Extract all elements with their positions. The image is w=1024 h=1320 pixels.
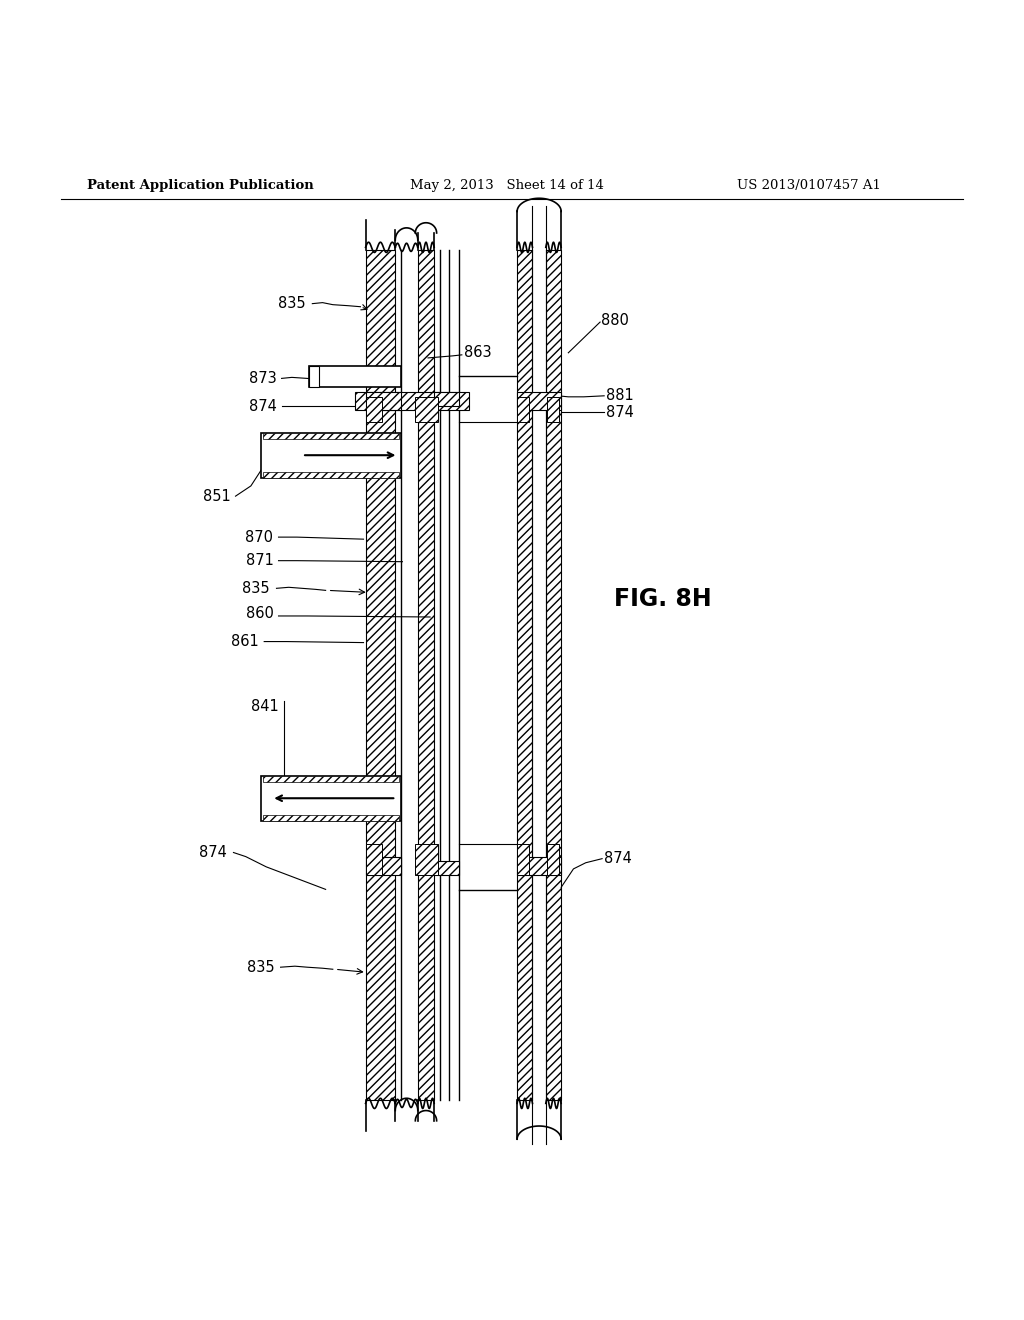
Text: 835: 835 xyxy=(242,581,269,595)
Bar xyxy=(517,397,529,422)
Text: 874: 874 xyxy=(249,399,276,413)
Text: 861: 861 xyxy=(231,634,259,649)
Bar xyxy=(546,251,561,1101)
Bar xyxy=(547,845,559,875)
Bar xyxy=(366,845,382,875)
Bar xyxy=(547,397,559,422)
Bar xyxy=(355,392,469,411)
Text: FIG. 8H: FIG. 8H xyxy=(614,586,712,611)
Bar xyxy=(415,397,437,422)
Bar xyxy=(366,392,401,411)
Bar xyxy=(263,814,399,821)
Text: 863: 863 xyxy=(464,346,492,360)
Text: 871: 871 xyxy=(246,553,273,568)
Bar xyxy=(366,251,395,1101)
Text: 874: 874 xyxy=(200,845,227,861)
Text: 874: 874 xyxy=(606,405,634,420)
Bar xyxy=(517,857,561,875)
Text: 881: 881 xyxy=(606,388,634,404)
Bar xyxy=(261,776,401,821)
Text: 841: 841 xyxy=(251,698,279,714)
Bar xyxy=(415,845,437,875)
Bar xyxy=(517,392,561,411)
Text: US 2013/0107457 A1: US 2013/0107457 A1 xyxy=(737,180,882,191)
Text: 835: 835 xyxy=(247,960,274,974)
Text: 860: 860 xyxy=(246,606,273,622)
Bar xyxy=(263,471,399,478)
Bar xyxy=(434,392,459,407)
Bar xyxy=(261,433,401,478)
Bar xyxy=(517,845,529,875)
Bar xyxy=(366,857,401,875)
Bar xyxy=(263,433,399,438)
Bar xyxy=(418,251,434,1101)
Bar xyxy=(263,776,399,781)
Text: 851: 851 xyxy=(203,488,230,504)
Bar xyxy=(261,433,401,478)
Text: 870: 870 xyxy=(246,529,273,545)
Text: 835: 835 xyxy=(278,296,305,312)
Text: 873: 873 xyxy=(249,371,276,385)
Bar xyxy=(261,776,401,821)
Text: May 2, 2013   Sheet 14 of 14: May 2, 2013 Sheet 14 of 14 xyxy=(410,180,603,191)
Bar xyxy=(309,366,401,387)
Text: 880: 880 xyxy=(601,313,629,327)
Bar xyxy=(309,366,319,387)
Bar xyxy=(434,861,459,875)
Bar xyxy=(517,251,532,1101)
Text: Patent Application Publication: Patent Application Publication xyxy=(87,180,313,191)
Bar xyxy=(366,397,382,422)
Text: 874: 874 xyxy=(604,851,632,866)
